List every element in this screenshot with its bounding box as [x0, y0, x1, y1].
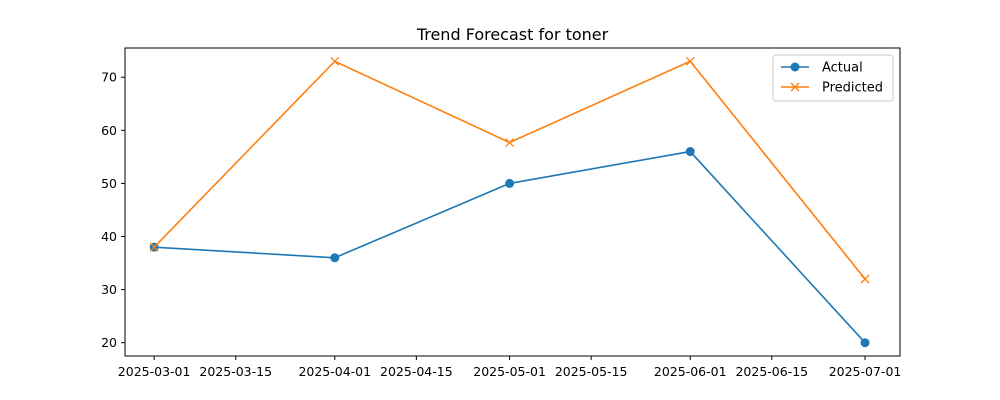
x-tick-label: 2025-04-15	[380, 364, 453, 379]
legend-entry-actual: Actual	[781, 61, 863, 76]
x-marker-stroke	[685, 56, 695, 66]
legend-label: Predicted	[822, 81, 883, 96]
x-marker-stroke	[149, 242, 159, 252]
x-axis: 2025-03-01 2025-03-15 2025-04-01 2025-04-15…	[118, 356, 902, 379]
data-point-predicted	[330, 56, 340, 66]
series-actual	[149, 147, 870, 348]
data-point-predicted	[685, 56, 695, 66]
y-tick-label: 70	[101, 70, 117, 85]
legend-entry-predicted: Predicted	[781, 81, 883, 96]
y-tick-label: 20	[101, 335, 117, 350]
x-tick-label: 2025-03-01	[118, 364, 191, 379]
series-layer	[149, 56, 870, 348]
series-line-predicted	[153, 60, 866, 280]
x-marker-stroke	[860, 274, 870, 284]
data-point-predicted	[149, 242, 159, 252]
legend-swatch-marker	[790, 62, 800, 72]
data-point-actual	[685, 147, 695, 157]
x-marker-stroke	[790, 82, 800, 92]
y-tick-label: 30	[101, 282, 117, 297]
legend-label: Actual	[822, 61, 863, 76]
x-tick-label: 2025-05-01	[473, 364, 546, 379]
x-marker-stroke	[505, 138, 515, 147]
y-axis: 20 30 40 50 60 70	[101, 70, 125, 350]
y-tick-label: 50	[101, 176, 117, 191]
chart-title: Trend Forecast for toner	[416, 25, 609, 44]
data-point-predicted	[505, 138, 515, 147]
y-tick-label: 40	[101, 229, 117, 244]
x-tick-label: 2025-03-15	[199, 364, 272, 379]
y-tick-label: 60	[101, 123, 117, 138]
data-point-actual	[860, 338, 870, 348]
x-tick-label: 2025-05-15	[555, 364, 628, 379]
x-tick-label: 2025-06-15	[735, 364, 808, 379]
data-point-actual	[330, 253, 340, 263]
series-predicted	[149, 56, 870, 284]
legend: Actual Predicted	[772, 54, 894, 102]
legend-swatch-marker	[790, 82, 800, 92]
x-tick-label: 2025-07-01	[829, 364, 902, 379]
x-marker-stroke	[330, 56, 340, 66]
data-point-actual	[505, 178, 515, 188]
x-tick-label: 2025-04-01	[298, 364, 371, 379]
x-tick-label: 2025-06-01	[654, 364, 727, 379]
plot-area	[124, 47, 901, 357]
data-point-predicted	[860, 274, 870, 284]
